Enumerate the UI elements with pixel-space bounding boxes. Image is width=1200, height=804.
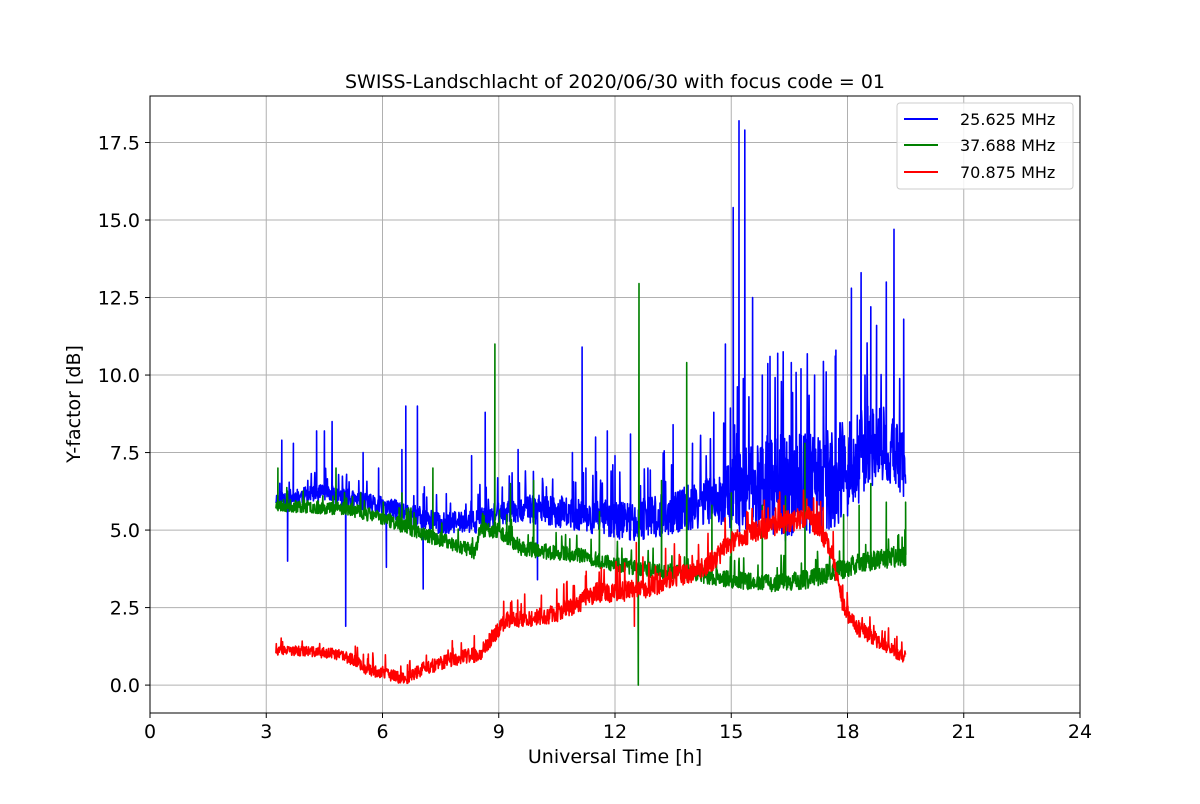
y-tick-label: 10.0: [98, 365, 140, 387]
y-tick-label: 17.5: [98, 133, 140, 155]
y-tick-label: 12.5: [98, 288, 140, 310]
y-tick-label: 0.0: [110, 675, 140, 697]
legend-box: [896, 102, 1074, 190]
y-tick-label: 2.5: [110, 598, 140, 620]
x-tick-label: 3: [260, 721, 272, 743]
x-axis-title: Universal Time [h]: [528, 746, 702, 768]
x-tick-label: 21: [952, 721, 976, 743]
y-tick-label: 15.0: [98, 210, 140, 232]
chart-title: SWISS-Landschlacht of 2020/06/30 with fo…: [345, 71, 885, 93]
legend: 25.625 MHz 37.688 MHz 70.875 MHz: [896, 102, 1074, 190]
x-tick-label: 24: [1068, 721, 1092, 743]
legend-label-70875: 70.875 MHz: [960, 163, 1055, 182]
y-tick-label: 5.0: [110, 520, 140, 542]
x-tick-label: 12: [603, 721, 627, 743]
axis-ticks: 0 3 6 9 12 15 18 21 24 0.0 2.5 5.0 7.5 10.0 12.5 15.0 17…: [98, 133, 1092, 743]
legend-label-37688: 37.688 MHz: [960, 136, 1055, 155]
series-lines: [275, 120, 907, 686]
y-tick-label: 7.5: [110, 443, 140, 465]
x-tick-label: 0: [144, 721, 156, 743]
y-axis-title: Y-factor [dB]: [63, 345, 85, 464]
series-line-37688: [275, 282, 907, 686]
x-tick-label: 18: [835, 721, 859, 743]
series-line-25625: [275, 120, 907, 627]
series-line-70875: [275, 489, 907, 685]
legend-label-25625: 25.625 MHz: [960, 110, 1055, 129]
x-tick-label: 9: [493, 721, 505, 743]
x-tick-label: 6: [376, 721, 388, 743]
x-tick-label: 15: [719, 721, 743, 743]
